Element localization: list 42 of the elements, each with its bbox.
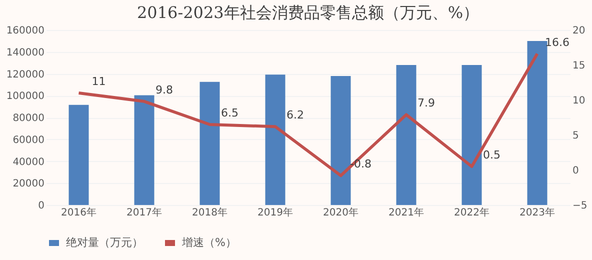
y-tick-label: 80000 [12, 113, 44, 124]
bar [68, 104, 89, 205]
legend-label: 绝对量（万元） [66, 236, 143, 249]
bar [462, 65, 482, 205]
bar [527, 40, 548, 205]
x-tick-label: 2023年 [520, 206, 555, 218]
y-tick-label: 120000 [6, 69, 44, 80]
y2-tick-label: 15 [572, 60, 586, 72]
bar [134, 95, 154, 205]
y2-tick-label: 10 [572, 96, 586, 106]
y2-tick-label: −5 [572, 200, 588, 212]
bar [330, 76, 351, 205]
data-label: 6.5 [221, 106, 238, 120]
data-label: 6.2 [286, 108, 304, 122]
bar [265, 74, 286, 205]
bar [396, 65, 416, 205]
x-tick-label: 2020年 [323, 206, 358, 218]
y2-tick-label: 0 [572, 166, 579, 176]
y-tick-label: 0 [38, 200, 44, 212]
y-tick-label: 100000 [6, 91, 44, 102]
bar [200, 82, 220, 205]
y-tick-label: 40000 [12, 156, 44, 168]
x-tick-label: 2021年 [388, 206, 424, 218]
x-tick-label: 2019年 [258, 206, 293, 218]
legend-label: 增速（%） [181, 236, 236, 249]
line-series [77, 52, 539, 178]
data-label: 7.9 [418, 96, 435, 110]
chart-title: 2016-2023年社会消费品零售总额（万元、%） [136, 3, 480, 22]
y-tick-label: 60000 [12, 134, 44, 146]
y-tick-label: 20000 [12, 178, 44, 190]
x-tick-label: 2022年 [454, 206, 490, 218]
y-tick-label: 160000 [6, 26, 44, 36]
data-label: 9.8 [156, 83, 173, 96]
data-label: 16.6 [545, 36, 570, 49]
y2-tick-label: 5 [572, 130, 579, 142]
y-tick-label: 140000 [6, 47, 44, 58]
y2-tick-label: 20 [572, 26, 586, 36]
x-tick-label: 2018年 [192, 206, 228, 218]
data-label: 11 [92, 75, 106, 88]
x-tick-label: 2017年 [126, 206, 162, 218]
x-tick-label: 2016年 [61, 206, 96, 218]
data-label: 0.5 [483, 148, 500, 162]
